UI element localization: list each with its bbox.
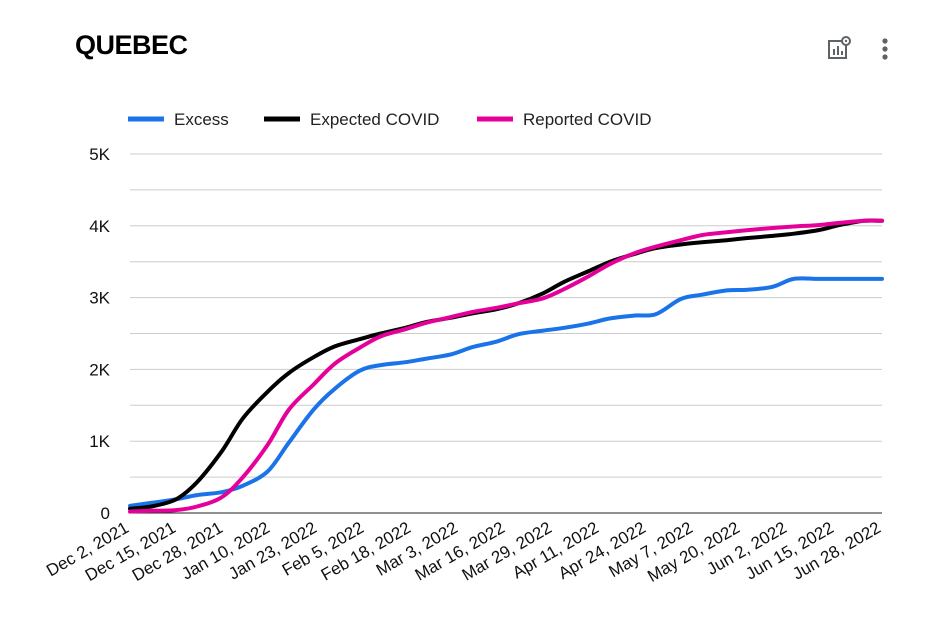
y-tick-label: 0 (101, 504, 110, 523)
series-lines (128, 218, 884, 514)
series-line-expected-covid (128, 218, 884, 511)
legend-label-reported-covid: Reported COVID (523, 110, 652, 129)
legend: Excess Expected COVID Reported COVID (128, 110, 652, 129)
more-vert-icon[interactable] (870, 34, 900, 64)
y-tick-label: 3K (89, 289, 110, 308)
chart-title: QUEBEC (75, 30, 188, 60)
y-tick-label: 1K (89, 432, 110, 451)
y-tick-label: 5K (89, 145, 110, 164)
series-line-reported-covid (128, 218, 884, 514)
gridlines (130, 153, 882, 514)
series-line-excess (128, 276, 884, 508)
y-axis: 0 1K 2K 3K 4K 5K (89, 145, 110, 523)
chart-settings-icon[interactable] (824, 34, 854, 64)
y-tick-label: 4K (89, 217, 110, 236)
legend-label-excess: Excess (174, 110, 229, 129)
legend-label-expected-covid: Expected COVID (310, 110, 439, 129)
y-tick-label: 2K (89, 360, 110, 379)
